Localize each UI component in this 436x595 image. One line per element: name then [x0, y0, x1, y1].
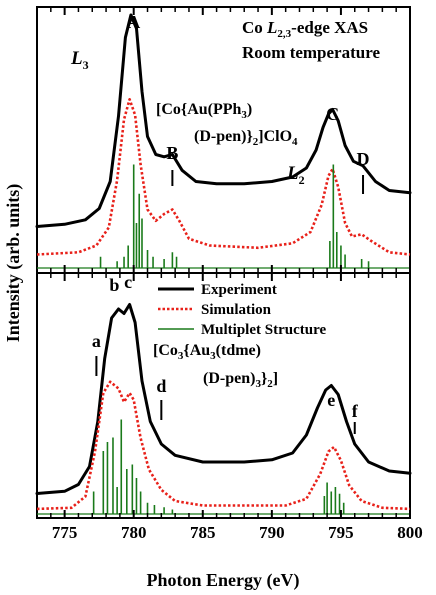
bottom-panel-frame — [36, 272, 411, 519]
x-axis-label: Photon Energy (eV) — [147, 570, 300, 591]
bottom-peak-label-e: e — [327, 390, 335, 410]
top-peak-label-b: B — [166, 143, 178, 163]
x-axis-ticks: 775 780 785 790 795 800 — [50, 7, 423, 542]
x-tick-label-780: 780 — [121, 523, 147, 542]
top-compound-line2: (D-pen)}2]ClO4 — [194, 128, 298, 148]
top-simulation-line — [36, 98, 411, 256]
bottom-compound-line2: (D-pen)3}2] — [203, 370, 278, 390]
bottom-compound-line1: [Co3{Au3(tdme) — [153, 342, 261, 362]
edge-label-l2: L2 — [286, 163, 305, 187]
bottom-peak-label-b: b — [109, 275, 119, 295]
bottom-experiment-line — [35, 303, 412, 495]
y-axis-label: Intensity (arb. units) — [3, 184, 24, 343]
bottom-multiplet-structure-sticks — [37, 419, 410, 515]
bottom-panel-peak-markers: a b c d ef — [92, 272, 359, 434]
bottom-peak-label-a: a — [92, 331, 101, 351]
x-tick-label-795: 795 — [328, 523, 354, 542]
top-panel-peak-markers: A B C D — [127, 12, 370, 194]
top-multiplet-structure-sticks — [37, 164, 410, 269]
x-tick-label-800: 800 — [397, 523, 423, 542]
top-panel-series — [35, 13, 412, 269]
bottom-peak-label-d: d — [156, 376, 166, 396]
bottom-peak-label-c: c — [124, 272, 132, 292]
top-title-line1: Co L2,3-edge XAS — [242, 18, 368, 40]
top-experiment-line — [35, 13, 412, 228]
x-tick-label-775: 775 — [52, 523, 78, 542]
bottom-peak-label-f: f — [352, 401, 359, 421]
top-peak-label-c: C — [326, 104, 339, 124]
legend-label-simulation: Simulation — [201, 302, 272, 318]
top-peak-label-d: D — [357, 149, 370, 169]
bottom-simulation-line — [36, 380, 411, 511]
legend: Experiment Simulation Multiplet Structur… — [158, 282, 326, 338]
top-compound-line1: [Co{Au(PPh3) — [156, 101, 252, 121]
x-tick-label-790: 790 — [259, 523, 285, 542]
legend-label-experiment: Experiment — [201, 282, 277, 298]
x-tick-label-785: 785 — [190, 523, 216, 542]
edge-label-l3: L3 — [70, 48, 89, 72]
top-peak-label-a: A — [127, 12, 140, 32]
legend-label-multiplet: Multiplet Structure — [201, 322, 326, 338]
bottom-panel-series — [35, 303, 412, 515]
top-title-line2: Room temperature — [242, 43, 380, 62]
